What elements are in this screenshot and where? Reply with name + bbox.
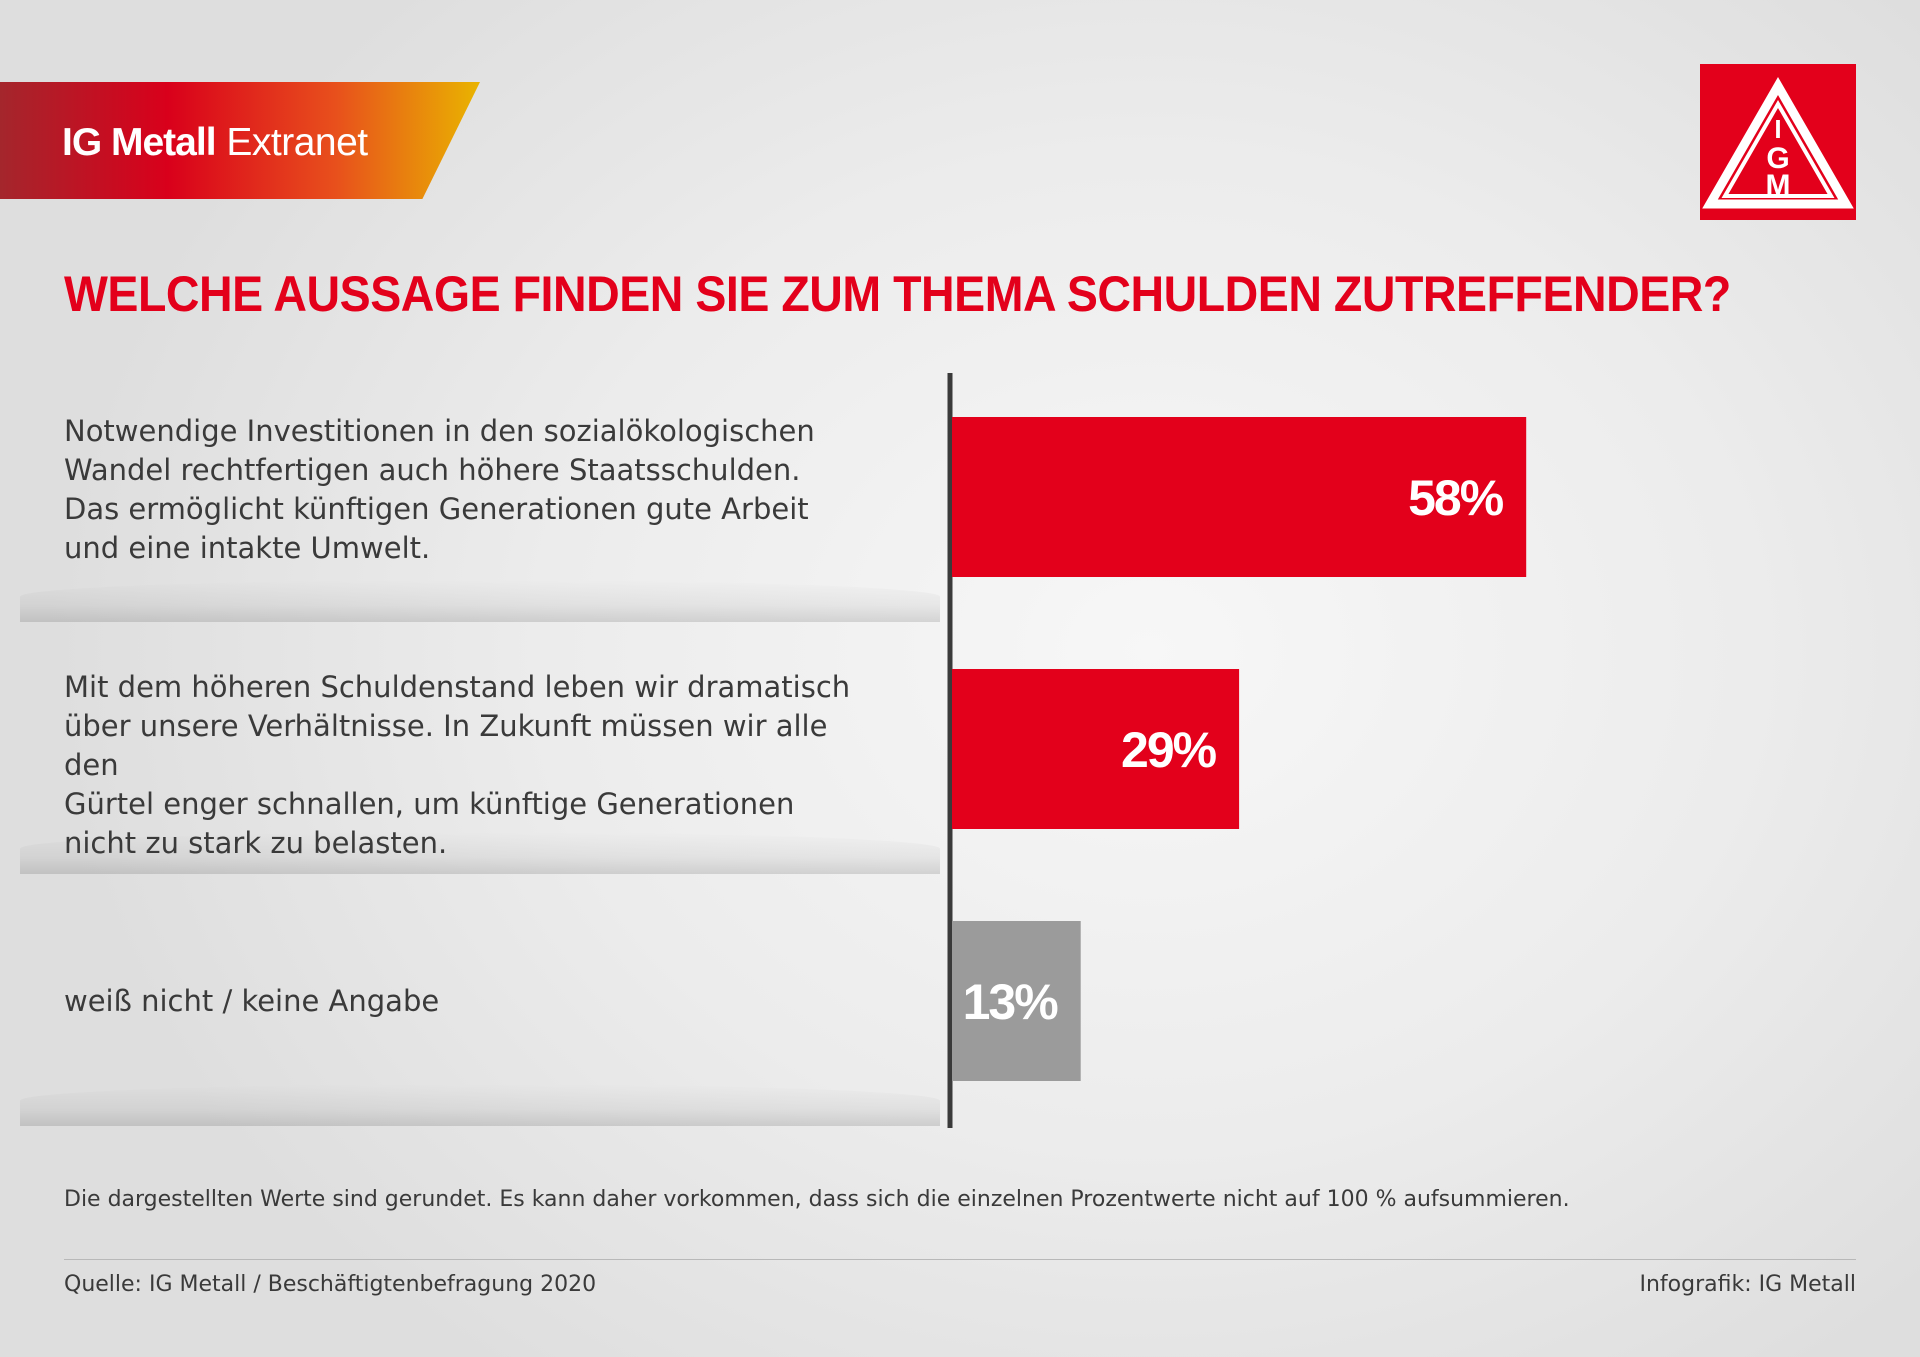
graphic-credit: Infografik: IG Metall	[1639, 1272, 1856, 1297]
row-shadow	[20, 1084, 940, 1126]
chart-title: WELCHE AUSSAGE FINDEN SIE ZUM THEMA SCHU…	[64, 266, 1731, 322]
brand-name-light: Extranet	[226, 121, 368, 164]
category-label: weiß nicht / keine Angabe	[64, 984, 440, 1018]
brand-name: IG Metall Extranet	[62, 118, 368, 168]
rounding-note: Die dargestellten Werte sind gerundet. E…	[64, 1187, 1570, 1212]
ig-metall-logo: I G M	[1700, 64, 1856, 220]
brand-name-bold: IG Metall	[62, 121, 217, 164]
logo-letter-m: M	[1766, 169, 1791, 202]
bar	[952, 417, 1527, 577]
logo-letter-i: I	[1774, 114, 1781, 144]
bar-value-label: 13%	[963, 974, 1059, 1030]
category-label: Mit dem höheren Schuldenstand leben wir …	[64, 670, 851, 860]
logo-letter-g: G	[1766, 142, 1789, 175]
bar-value-label: 58%	[1408, 470, 1504, 526]
row-shadow	[20, 580, 940, 622]
bar-value-label: 29%	[1121, 722, 1217, 778]
ig-metall-logo-mark: I G M	[1702, 76, 1854, 209]
category-label: Notwendige Investitionen in den sozialök…	[64, 414, 815, 565]
bar	[952, 921, 1081, 1081]
brand-banner	[0, 82, 480, 199]
row-shadow	[20, 832, 940, 874]
footer-divider	[64, 1259, 1856, 1260]
bar	[952, 669, 1240, 829]
source-note: Quelle: IG Metall / Beschäftigtenbefragu…	[64, 1272, 597, 1297]
